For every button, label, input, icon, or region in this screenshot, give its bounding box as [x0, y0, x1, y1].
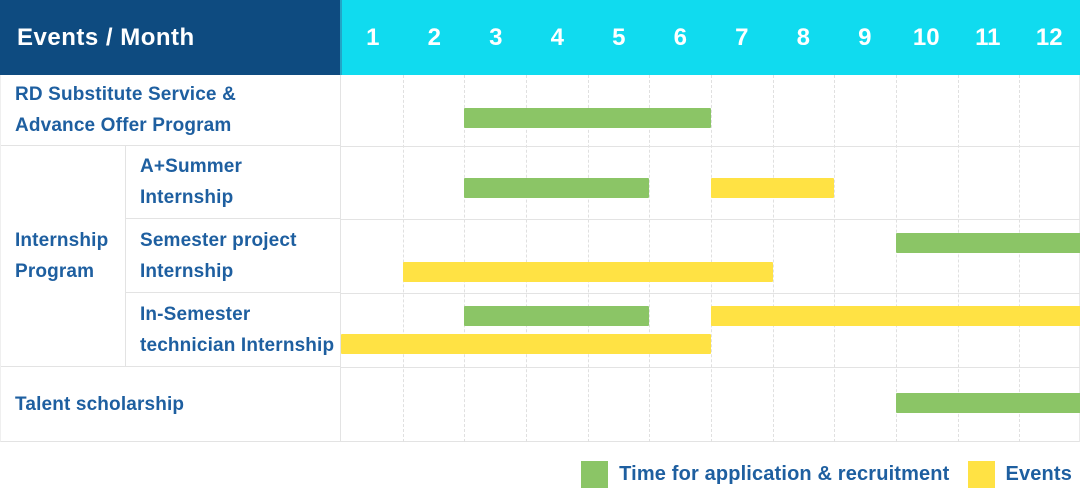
row-label-a-plus-summer-internship: A+Summer Internship — [126, 146, 341, 219]
month-header-strip: 1 2 3 4 5 6 7 8 9 10 11 12 — [340, 0, 1080, 75]
application-bar — [896, 393, 1080, 413]
month-header-cell: 7 — [735, 23, 749, 51]
row-label-line: Internship — [140, 187, 234, 208]
row-label-line: Advance Offer Program — [15, 115, 232, 136]
schedule-table-body: RD Substitute Service & Advance Offer Pr… — [0, 75, 1080, 442]
month-header-cell: 10 — [912, 23, 940, 51]
row-label-in-semester-technician-internship: In-Semester technician Internship — [126, 293, 341, 367]
row-divider-line — [341, 219, 1080, 220]
row-label-line: Talent scholarship — [15, 394, 185, 415]
legend-swatch-events — [967, 460, 995, 488]
month-gridline — [402, 75, 404, 442]
row-label-talent-scholarship: Talent scholarship — [1, 367, 341, 442]
application-bar — [896, 233, 1080, 253]
month-header-cell: 5 — [612, 23, 626, 51]
month-gridline — [834, 75, 836, 442]
row-label-line: In-Semester — [140, 303, 251, 325]
chart-grid — [341, 75, 1080, 442]
month-gridline — [587, 75, 589, 442]
month-header-cell: 12 — [1035, 23, 1063, 51]
row-label-line: technician Internship — [140, 334, 335, 356]
month-gridline — [711, 75, 712, 442]
row-divider-line — [341, 146, 1080, 147]
month-header-cell: 11 — [975, 23, 1001, 51]
row-label-rd-substitute: RD Substitute Service & Advance Offer Pr… — [1, 75, 341, 146]
event-bar — [341, 334, 711, 354]
month-gridline — [957, 75, 959, 442]
month-gridline — [464, 75, 466, 442]
row-divider-line — [341, 293, 1080, 294]
group-label-internship-program: Internship Program — [1, 146, 126, 367]
legend-label-application: Time for application & recruitment — [619, 462, 950, 485]
legend-swatch-application — [581, 460, 609, 488]
row-label-semester-project-internship: Semester project Internship — [126, 219, 341, 293]
row-label-line: Internship — [140, 260, 234, 282]
month-header-cell: 3 — [489, 23, 503, 51]
legend: Time for application & recruitment Event… — [581, 458, 1072, 490]
group-label-line: Program — [15, 261, 95, 282]
group-label-line: Internship — [15, 230, 109, 251]
event-bar — [402, 262, 773, 282]
month-header-cell: 8 — [796, 23, 810, 51]
application-bar — [464, 306, 650, 326]
application-bar — [464, 108, 711, 128]
event-bar — [711, 306, 1080, 326]
month-header-cell: 9 — [858, 23, 872, 51]
row-label-line: A+Summer — [140, 156, 243, 177]
row-label-line: Semester project — [140, 229, 297, 251]
legend-label-events: Events — [1005, 462, 1072, 485]
month-gridline — [1019, 75, 1021, 442]
month-gridline — [649, 75, 651, 442]
events-month-header: Events / Month — [0, 0, 340, 75]
row-label-line: RD Substitute Service & — [15, 84, 236, 105]
month-header-cell: 1 — [366, 23, 380, 51]
month-gridline — [896, 75, 897, 442]
application-bar — [464, 178, 650, 198]
month-header-cell: 6 — [673, 23, 687, 51]
month-header-cell: 2 — [427, 23, 441, 51]
month-header-cell: 4 — [550, 23, 564, 51]
event-bar — [711, 178, 835, 198]
row-divider-line — [341, 367, 1080, 368]
month-gridline — [526, 75, 527, 442]
month-gridline — [772, 75, 774, 442]
